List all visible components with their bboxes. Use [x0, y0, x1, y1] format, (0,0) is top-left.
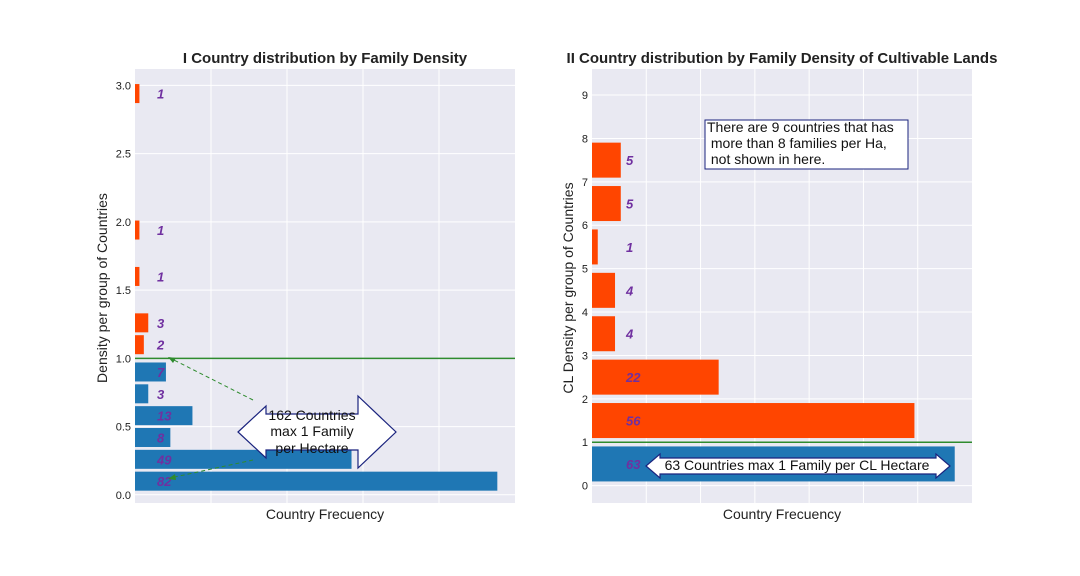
bar: [592, 403, 915, 439]
chart-1-title: I Country distribution by Family Density: [183, 50, 468, 67]
y-tick-label: 3.0: [116, 80, 131, 92]
bar: [135, 471, 498, 491]
chart-1-y-axis-label: Density per group of Countries: [94, 193, 110, 383]
bar-data-label: 5: [626, 197, 634, 212]
bar-data-label: 22: [625, 370, 641, 385]
y-tick-label: 0.0: [116, 490, 131, 502]
bar: [135, 384, 149, 404]
bar-data-label: 49: [156, 452, 172, 467]
chart-2-x-axis-label: Country Frecuency: [723, 506, 841, 522]
y-tick-label: 0.5: [116, 422, 131, 434]
bar: [135, 266, 140, 286]
y-tick-label: 5: [582, 264, 588, 276]
chart-1-annotation-arrow-up-head: [168, 357, 176, 363]
bar-data-label: 63: [626, 457, 641, 472]
chart-2: II Country distribution by Family Densit…: [560, 50, 997, 522]
y-tick-label: 3: [582, 350, 588, 362]
y-tick-label: 6: [582, 220, 588, 232]
bar-data-label: 82: [157, 474, 172, 489]
bar-data-label: 1: [157, 223, 164, 238]
bar-data-label: 4: [625, 283, 634, 298]
bar-data-label: 3: [157, 387, 165, 402]
bar-data-label: 3: [157, 316, 165, 331]
chart-2-callout-text: 63 Countries max 1 Family per CL Hectare: [665, 457, 930, 473]
y-tick-label: 1: [582, 437, 588, 449]
chart-1-callout-line-1: 162 Countries: [268, 407, 355, 423]
chart-1-annotation-arrow-down: [169, 459, 254, 479]
chart-2-title: II Country distribution by Family Densit…: [567, 50, 998, 67]
bar-data-label: 5: [626, 153, 634, 168]
y-tick-label: 0: [582, 481, 588, 493]
bar: [592, 142, 621, 178]
bar: [135, 335, 144, 355]
y-tick-label: 2: [582, 394, 588, 406]
chart-1: I Country distribution by Family Density…: [94, 50, 515, 522]
y-tick-label: 2.5: [116, 149, 131, 161]
y-tick-label: 4: [582, 307, 588, 319]
bar-data-label: 2: [156, 338, 165, 353]
chart-2-note-line-2: more than 8 families per Ha,: [707, 135, 887, 151]
y-tick-label: 2.0: [116, 217, 131, 229]
bar: [135, 313, 149, 333]
y-tick-label: 8: [582, 133, 588, 145]
bar-data-label: 4: [625, 327, 634, 342]
bar-data-label: 1: [157, 87, 164, 102]
bar-data-label: 13: [157, 409, 172, 424]
chart-2-y-axis-label: CL Density per group of Countries: [560, 182, 576, 393]
chart-1-bars: [135, 84, 515, 491]
bar: [135, 406, 193, 426]
chart-1-callout-line-2: max 1 Family: [270, 423, 353, 439]
bar: [135, 362, 166, 382]
y-tick-label: 7: [582, 177, 588, 189]
chart-2-y-ticks: 0 1 2 3 4 5 6 7 8 9: [582, 90, 588, 493]
bar: [592, 359, 719, 395]
chart-2-note-box: [704, 119, 909, 170]
chart-1-y-ticks: 0.0 0.5 1.0 1.5 2.0 2.5 3.0: [116, 80, 131, 501]
bar-data-label: 56: [626, 414, 641, 429]
chart-1-x-axis-label: Country Frecuency: [266, 506, 384, 522]
bar: [592, 229, 598, 265]
chart-2-note-line-3: not shown in here.: [707, 151, 825, 167]
bar: [135, 84, 140, 104]
bar: [592, 272, 616, 308]
bar: [592, 316, 616, 352]
chart-1-callout-shape: [237, 394, 397, 470]
chart-1-grid: [135, 69, 515, 503]
y-tick-label: 1.0: [116, 353, 131, 365]
chart-1-annotation-arrow-up: [169, 357, 254, 401]
bar-data-label: 1: [626, 240, 633, 255]
y-tick-label: 9: [582, 90, 588, 102]
chart-1-callout-line-3: per Hectare: [275, 440, 348, 456]
chart-2-data-labels: 63 56 22 4 4 1 5 5: [625, 153, 641, 472]
bar-data-label: 1: [157, 269, 164, 284]
chart-2-callout-shape: [645, 452, 951, 480]
chart-2-note-line-1: There are 9 countries that has: [707, 119, 894, 135]
bar: [135, 220, 140, 240]
y-tick-label: 1.5: [116, 285, 131, 297]
bar: [135, 449, 352, 469]
bar: [592, 186, 621, 222]
chart-1-annotation-arrow-down-head: [168, 474, 176, 480]
chart-1-data-labels: 82 49 8 13 3 7 2 3 1 1 1: [156, 87, 172, 490]
bar-data-label: 7: [157, 365, 165, 380]
bar: [135, 427, 171, 447]
bar-data-label: 8: [157, 430, 165, 445]
